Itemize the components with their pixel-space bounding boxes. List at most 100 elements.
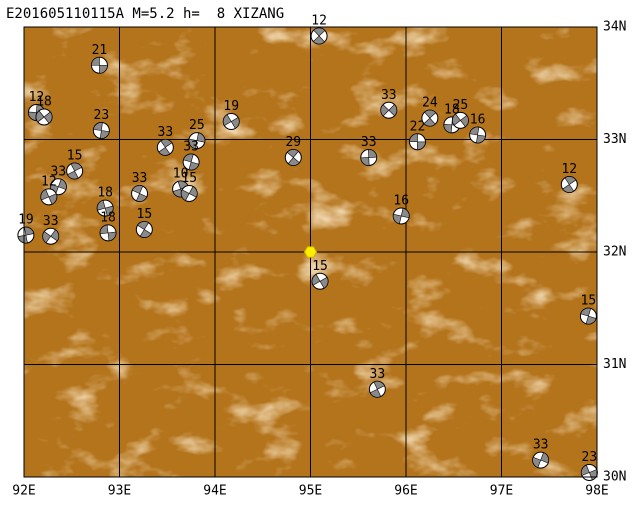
- depth-label: 33: [43, 214, 59, 229]
- beachball-compression: [158, 139, 173, 156]
- focal-mechanism: [560, 176, 578, 193]
- focal-mechanism: [451, 111, 469, 129]
- focal-mechanism: [311, 272, 329, 290]
- focal-mechanism: [392, 207, 410, 225]
- map-title: E201605110115A M=5.2 h= 8 XIZANG: [6, 6, 284, 22]
- focal-mechanism: [35, 108, 53, 126]
- focal-mechanism: [368, 380, 386, 398]
- beachball-compression: [40, 189, 58, 205]
- focal-mechanism: [17, 226, 35, 244]
- x-tick-label: 93E: [108, 484, 131, 499]
- depth-label: 10: [173, 167, 189, 182]
- focal-mechanism: [380, 101, 398, 119]
- depth-label: 33: [158, 125, 174, 140]
- x-tick-label: 95E: [299, 484, 322, 499]
- y-tick-label: 31N: [603, 357, 626, 372]
- depth-label: 23: [94, 108, 110, 123]
- depth-label: 24: [422, 96, 438, 111]
- depth-label: 23: [582, 450, 598, 465]
- beachball-compression: [423, 109, 437, 127]
- depth-label: 15: [137, 207, 153, 222]
- depth-label: 33: [361, 135, 377, 150]
- focal-mechanism: [188, 132, 206, 150]
- beachball-compression: [286, 149, 300, 166]
- depth-label: 15: [181, 171, 197, 186]
- beachball-compression: [188, 132, 206, 149]
- focal-mechanism: [580, 464, 598, 481]
- depth-label: 33: [183, 140, 199, 155]
- focal-mechanism: [92, 122, 110, 139]
- focal-mechanism: [579, 307, 597, 325]
- beachball-compression: [532, 452, 549, 468]
- beachball-compression: [580, 307, 597, 325]
- depth-label: 15: [67, 149, 83, 164]
- focal-mechanism: [90, 56, 108, 74]
- focal-mechanism: [131, 185, 149, 202]
- beachball-compression: [91, 56, 108, 74]
- depth-label: 15: [581, 294, 597, 309]
- depth-label: 18: [97, 186, 113, 201]
- y-tick-label: 34N: [603, 20, 626, 35]
- depth-label: 12: [41, 174, 57, 189]
- focal-mechanism: [284, 149, 302, 166]
- x-tick-label: 97E: [490, 484, 513, 499]
- beachball-compression: [311, 273, 329, 289]
- focal-mechanism: [135, 221, 153, 238]
- beachball-compression: [99, 224, 117, 242]
- beachball-compression: [96, 200, 114, 217]
- depth-label: 33: [381, 88, 397, 103]
- y-tick-label: 32N: [603, 245, 626, 260]
- focal-mechanism: [360, 149, 378, 166]
- focal-mechanism: [40, 188, 58, 206]
- x-tick-label: 92E: [12, 484, 35, 499]
- focal-mechanism: [180, 185, 198, 202]
- depth-label: 33: [51, 164, 67, 179]
- focal-mechanism: [156, 138, 174, 156]
- beachball-compression: [93, 122, 110, 139]
- depth-label: 16: [470, 113, 486, 128]
- depth-label: 19: [18, 213, 34, 228]
- beachball-compression: [452, 113, 469, 128]
- focal-mechanism: [408, 133, 426, 151]
- depth-label: 21: [92, 43, 108, 58]
- beachball-compression: [222, 114, 240, 129]
- depth-label: 33: [533, 438, 549, 453]
- beachball-compression: [380, 104, 398, 117]
- depth-label: 29: [285, 135, 301, 150]
- focal-mechanism: [222, 113, 240, 130]
- depth-label: 19: [223, 99, 239, 114]
- map-frame: [23, 26, 598, 478]
- y-tick-label: 33N: [603, 132, 626, 147]
- beachball-compression: [137, 221, 152, 238]
- beachball-compression: [360, 149, 378, 166]
- beachball-compression: [35, 110, 53, 124]
- focal-mechanism: [310, 27, 328, 45]
- beachball-compression: [42, 229, 59, 244]
- beachball-compression: [67, 162, 83, 180]
- focal-mechanism: [182, 153, 200, 171]
- beachball-compression: [369, 380, 385, 398]
- beachball-compression: [392, 207, 410, 225]
- focal-mechanism: [469, 126, 487, 144]
- depth-label: 12: [561, 162, 577, 177]
- focal-mechanism: [96, 199, 114, 217]
- x-tick-label: 98E: [585, 484, 608, 499]
- beachball-compression: [562, 176, 577, 193]
- focal-mechanism: [66, 162, 84, 180]
- beachball-compression: [409, 133, 426, 151]
- epicenter: [303, 246, 318, 258]
- depth-label: 33: [132, 171, 148, 186]
- depth-label: 25: [453, 98, 469, 113]
- depth-label: 25: [189, 118, 205, 133]
- depth-label: 33: [370, 367, 386, 382]
- beachball-compression: [180, 186, 198, 201]
- y-tick-label: 30N: [603, 470, 626, 485]
- focal-mechanism: [532, 451, 550, 469]
- focal-mechanism: [421, 109, 439, 127]
- depth-label: 18: [36, 95, 52, 110]
- x-tick-label: 94E: [203, 484, 226, 499]
- beachball-compression: [183, 153, 200, 171]
- beachball-compression: [131, 185, 148, 202]
- depth-label: 12: [29, 90, 45, 105]
